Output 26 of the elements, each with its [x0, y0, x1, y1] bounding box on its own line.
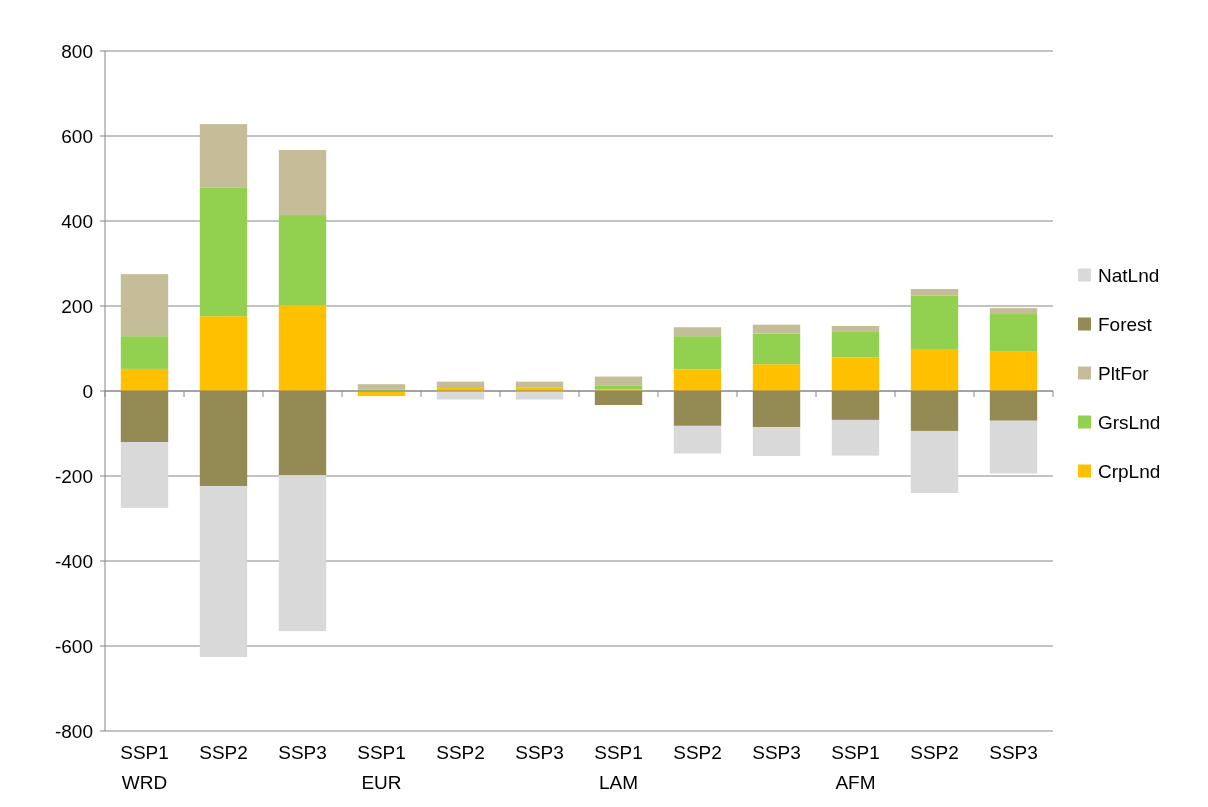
legend-label: Forest [1098, 314, 1153, 336]
x-tick-label: SSP1 WRD [120, 742, 169, 793]
x-tick-label: SSP2 [673, 742, 722, 763]
x-tick-label: SSP3 [515, 742, 564, 763]
x-tick-label: SSP1 LAM [594, 742, 643, 793]
y-tick-label: 800 [61, 40, 93, 62]
legend-label: CrpLnd [1098, 461, 1161, 483]
y-tick-label: -800 [54, 720, 93, 742]
x-tick-label: SSP2 [436, 742, 485, 763]
x-tick-label: SSP1 EUR [357, 742, 406, 793]
y-tick-label: -200 [54, 465, 93, 487]
y-tick-label: 200 [61, 295, 93, 317]
x-tick-label: SSP3 [278, 742, 327, 763]
x-tick-label: SSP2 [199, 742, 248, 763]
x-tick-label: SSP3 [989, 742, 1038, 763]
legend-label: NatLnd [1098, 265, 1160, 287]
x-tick-label: SSP1 AFM [831, 742, 880, 793]
y-tick-label: 400 [61, 210, 93, 232]
y-tick-label: -600 [54, 635, 93, 657]
y-tick-label: 0 [82, 380, 93, 402]
legend-label: PltFor [1098, 363, 1150, 385]
x-tick-label: SSP2 [910, 742, 959, 763]
x-tick-label: SSP3 [752, 742, 801, 763]
y-tick-label: 600 [61, 125, 93, 147]
y-tick-label: -400 [54, 550, 93, 572]
legend-label: GrsLnd [1098, 412, 1161, 434]
